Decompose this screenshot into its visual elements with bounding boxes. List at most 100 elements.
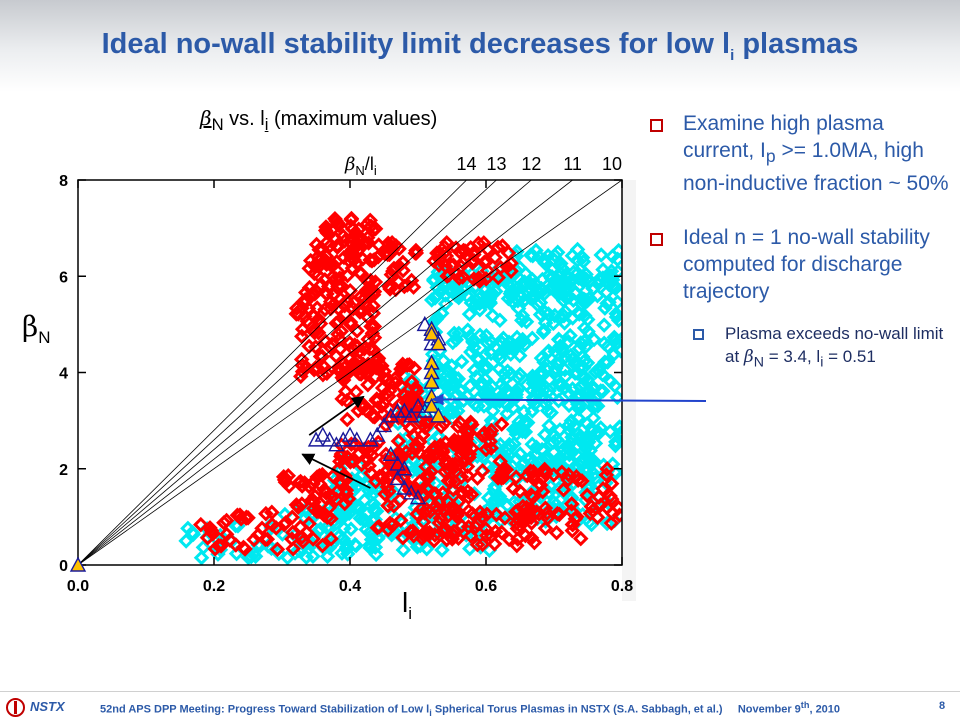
cyan-point [481,386,498,403]
plot-title-li-sub: i [264,115,269,134]
red-point [305,531,321,547]
cyan-point [580,433,597,450]
red-point [466,244,483,260]
cyan-point [477,371,493,387]
red-point [342,218,359,234]
sub-bullet-marker-icon [693,329,704,341]
red-point [595,481,611,497]
red-point [537,520,554,537]
red-point [354,251,371,267]
open-triangle-point [396,460,413,476]
sub-bullet-item: Plasma exceeds no-wall limit at βN = 3.4… [693,322,950,374]
footer-text-c: , 2010 [809,703,841,716]
red-point [218,526,235,543]
red-point [278,514,294,531]
cyan-point [481,288,498,305]
red-point [312,348,329,365]
red-point [492,453,508,470]
cyan-point [483,412,500,429]
red-point [572,530,589,547]
red-point [360,451,376,468]
red-point [415,514,432,530]
red-point [342,282,358,299]
red-point [437,456,454,472]
footer-subscript: i [429,707,432,718]
red-point [386,498,402,514]
cyan-point [541,417,557,434]
red-point [269,541,286,558]
red-point [403,272,420,289]
ratio-header-beta: β [344,154,355,175]
cyan-point [358,521,374,538]
y-tick-label: 8 [59,173,68,190]
red-point [397,467,413,483]
cyan-point [510,380,527,397]
red-point [345,300,362,317]
y-axis-label-sub: N [38,328,50,347]
cyan-point [459,287,475,304]
red-point [257,531,274,548]
red-point [469,516,485,532]
red-point [509,520,526,537]
footer-text-a: 52nd APS DPP Meeting: Progress Toward St… [100,703,430,716]
filled-triangle-point [430,335,447,351]
cyan-point [593,247,610,263]
y-axis-label-beta: β [22,310,38,343]
red-point [309,360,326,377]
cyan-point [463,344,479,360]
red-point [526,534,543,551]
cyan-point [510,369,526,386]
red-point [395,254,411,271]
ratio-header-l: l [370,154,374,174]
bullet-marker-icon [650,119,663,132]
red-point [404,374,420,390]
cyan-point [585,410,602,426]
red-point [503,263,519,279]
cyan-point [564,429,580,446]
red-point [564,522,581,539]
cyan-point [437,278,453,295]
cyan-point [580,323,596,340]
red-point [497,510,513,526]
plot-title-end: (maximum values) [268,108,438,130]
red-point [369,358,386,374]
red-point [366,251,382,268]
red-point [371,468,388,485]
red-point [409,506,425,522]
red-point [479,506,495,522]
red-point [522,463,539,479]
cyan-point [451,325,467,342]
cyan-point [609,294,622,310]
ratio-header-sub: N [355,163,364,178]
cyan-point [572,396,588,413]
cyan-point [546,444,562,460]
red-point [510,531,526,547]
open-triangle-point [382,407,399,423]
cyan-point [476,360,493,377]
red-point [336,249,352,266]
red-point [546,467,562,483]
open-triangle-point [348,431,365,447]
cyan-point [557,303,573,320]
red-point [448,266,464,282]
red-point [359,229,376,246]
red-point [334,391,350,407]
plot-title: βN vs. li (maximum values) [200,106,437,135]
bullet-subscript: p [765,146,776,167]
x-axis-label-sub: i [408,604,412,623]
ratio-line [78,180,497,565]
x-tick-label: 0.2 [203,578,225,595]
red-point [222,532,238,548]
cyan-point [434,542,450,558]
sub-bullet-li-sub: i [820,354,824,371]
red-point [437,502,453,519]
red-point [464,416,480,433]
red-point [360,376,376,393]
x-tick-label: 0.8 [611,578,633,595]
cyan-point [543,404,559,421]
red-point [450,494,467,510]
filled-triangle-point [423,325,440,341]
cyan-point [298,549,315,565]
red-point [348,384,364,400]
